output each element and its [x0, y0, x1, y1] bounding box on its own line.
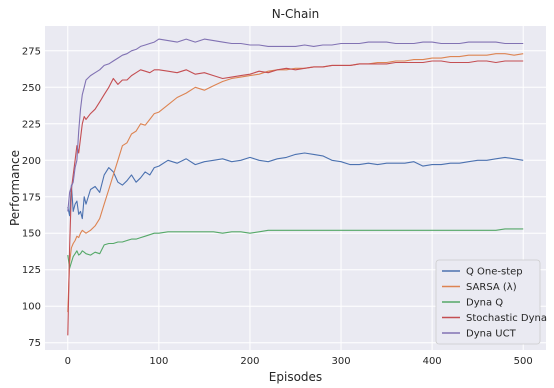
grid-lines	[45, 26, 546, 350]
y-tick-label: 250	[22, 83, 41, 94]
x-tick-label: 200	[240, 356, 259, 367]
x-tick-label: 300	[331, 356, 350, 367]
y-tick-label: 175	[22, 192, 41, 203]
x-tick-label: 500	[514, 356, 533, 367]
legend-box	[435, 259, 541, 345]
series-layer	[67, 38, 524, 336]
y-tick-label: 150	[22, 229, 41, 240]
series-line-5	[67, 38, 524, 212]
legend: Q One-step SARSA (λ) Dyna Q Stochastic Dyna…	[435, 259, 547, 345]
y-tick-label: 75	[28, 338, 41, 349]
y-tick-label: 275	[22, 46, 41, 57]
y-axis-label: Performance	[8, 150, 22, 226]
legend-label: Stochastic Dyna	[466, 313, 547, 324]
y-tick-label: 225	[22, 119, 41, 130]
x-tick-label: 0	[65, 356, 71, 367]
x-axis-label: Episodes	[269, 370, 322, 384]
legend-label: Dyna Q	[466, 298, 503, 309]
tick-labels: 0 100 200 300 400 500 75 100 125 150 175 200 225 250 2…	[22, 46, 533, 367]
x-tick-label: 100	[149, 356, 168, 367]
legend-label: Dyna UCT	[466, 329, 517, 340]
series-line-1	[67, 152, 524, 220]
legend-label: SARSA (λ)	[466, 282, 517, 293]
series-line-4	[67, 60, 524, 336]
y-tick-label: 100	[22, 302, 41, 313]
chart-title: N-Chain	[272, 7, 320, 21]
series-line-3	[67, 228, 524, 269]
x-tick-label: 400	[423, 356, 442, 367]
series-line-2	[67, 53, 524, 313]
y-tick-label: 200	[22, 156, 41, 167]
y-tick-label: 125	[22, 265, 41, 276]
legend-label: Q One-step	[466, 267, 523, 278]
